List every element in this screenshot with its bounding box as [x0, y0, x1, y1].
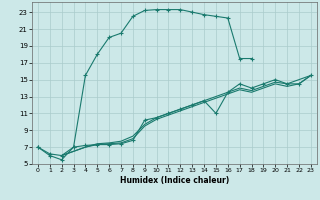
X-axis label: Humidex (Indice chaleur): Humidex (Indice chaleur)	[120, 176, 229, 185]
